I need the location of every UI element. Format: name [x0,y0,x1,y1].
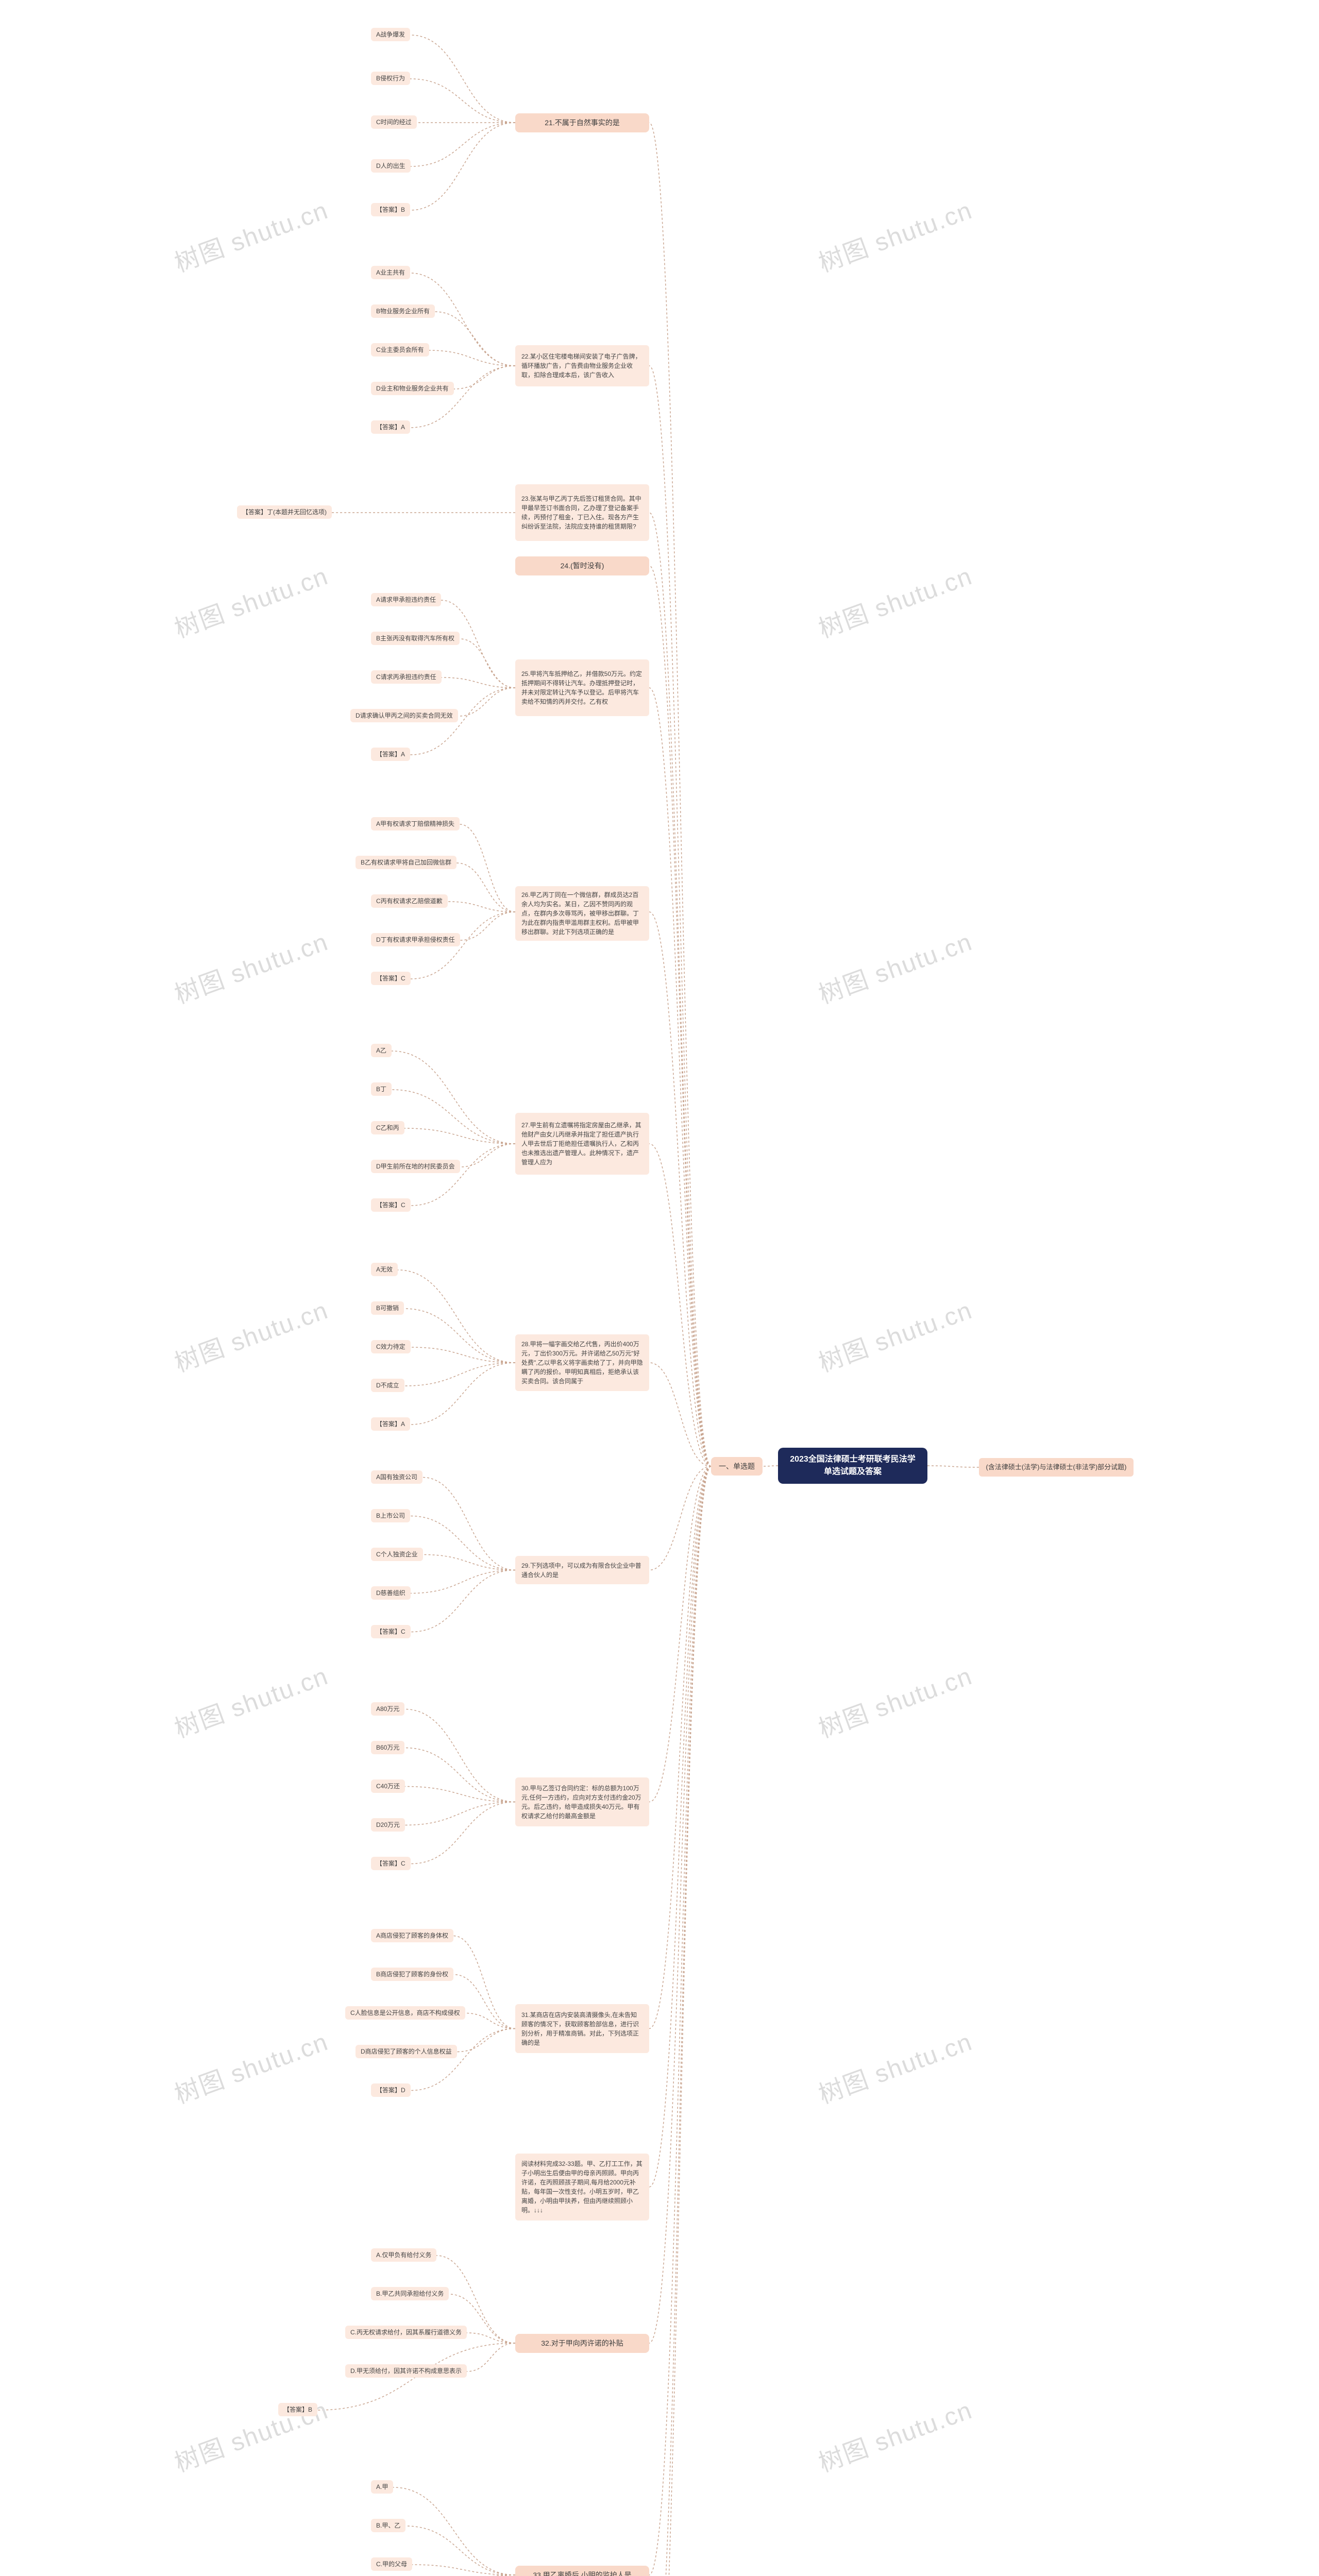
option-leaf[interactable]: D不成立 [371,1379,404,1392]
option-leaf[interactable]: B商店侵犯了顾客的身份权 [371,1968,453,1981]
option-leaf[interactable]: D.甲无须给付，因其许诺不构成意思表示 [345,2364,467,2378]
question-node[interactable]: 30.甲与乙签订合同约定：标的总额为100万元,任何一方违约，应向对方支付违约金… [515,1777,649,1826]
option-leaf[interactable]: D业主和物业服务企业共有 [371,382,454,395]
option-leaf[interactable]: B主张丙没有取得汽车所有权 [371,632,460,645]
option-leaf[interactable]: A商店侵犯了顾客的身体权 [371,1929,453,1942]
option-leaf[interactable]: 【答案】C [371,1198,411,1212]
option-leaf[interactable]: C效力待定 [371,1340,411,1353]
option-leaf[interactable]: C业主委员会所有 [371,343,429,357]
option-leaf[interactable]: A战争爆发 [371,28,410,41]
watermark: 树图 shutu.cn [168,556,332,645]
question-node[interactable]: 31.某商店在店内安装高清摄像头,在未告知顾客的情况下，获取顾客脸部信息，进行识… [515,2004,649,2053]
option-leaf[interactable]: A.甲 [371,2480,393,2494]
option-leaf[interactable]: B60万元 [371,1741,404,1754]
option-leaf[interactable]: 【答案】C [371,1625,411,1638]
watermark: 树图 shutu.cn [813,556,976,645]
section-single-choice[interactable]: 一、单选题 [711,1457,763,1476]
question-node[interactable]: 22.某小区住宅楼电梯间安装了电子广告牌，循环播放广告，广告费由物业服务企业收取… [515,345,649,386]
option-leaf[interactable]: A请求甲承担违约责任 [371,593,441,606]
option-leaf[interactable]: 【答案】B [278,2403,317,2416]
option-leaf[interactable]: C丙有权请求乙赔偿道歉 [371,894,448,908]
option-leaf[interactable]: B侵权行为 [371,72,410,85]
question-node[interactable]: 32.对于甲向丙许诺的补贴 [515,2334,649,2353]
option-leaf[interactable]: D商店侵犯了顾客的个人信息权益 [356,2045,457,2058]
option-leaf[interactable]: D慈善组织 [371,1586,411,1600]
option-leaf[interactable]: B乙有权请求甲将自己加回微信群 [356,856,456,869]
option-leaf[interactable]: C乙和丙 [371,1121,404,1134]
connectors-svg [0,0,1319,2576]
question-node[interactable]: 21.不属于自然事实的是 [515,113,649,132]
option-leaf[interactable]: B上市公司 [371,1509,410,1522]
option-leaf[interactable]: C.甲的父母 [371,2557,412,2571]
watermark: 树图 shutu.cn [813,1656,976,1745]
watermark: 树图 shutu.cn [168,1656,332,1745]
option-leaf[interactable]: A无效 [371,1263,398,1276]
question-node[interactable]: 阅读材料完成32-33题。甲、乙打工工作，其子小明出生后便由甲的母亲丙照顾。甲向… [515,2154,649,2221]
option-leaf[interactable]: 【答案】C [371,972,411,985]
option-leaf[interactable]: C个人独资企业 [371,1548,423,1561]
watermark: 树图 shutu.cn [813,1290,976,1379]
watermark: 树图 shutu.cn [813,190,976,279]
question-node[interactable]: 23.张某与甲乙丙丁先后签订租赁合同。其中甲最早签订书面合同，乙办理了登记备案手… [515,484,649,541]
option-leaf[interactable]: D人的出生 [371,159,411,173]
question-node[interactable]: 25.甲将汽车抵押给乙，并借款50万元。约定抵押期间不得转让汽车。办理抵押登记时… [515,659,649,716]
option-leaf[interactable]: 【答案】A [371,748,410,761]
watermark: 树图 shutu.cn [168,922,332,1011]
option-leaf[interactable]: A业主共有 [371,266,410,279]
option-leaf[interactable]: A.仅甲负有给付义务 [371,2248,436,2262]
option-leaf[interactable]: D甲生前所在地的村民委员会 [371,1160,460,1173]
option-leaf[interactable]: 【答案】A [371,420,410,434]
option-leaf[interactable]: B丁 [371,1082,392,1096]
option-leaf[interactable]: 【答案】B [371,203,410,216]
option-leaf[interactable]: A80万元 [371,1702,404,1716]
option-leaf[interactable]: C.丙无权请求给付，因其系履行道德义务 [345,2326,467,2339]
watermark: 树图 shutu.cn [813,2022,976,2111]
option-leaf[interactable]: C请求丙承担违约责任 [371,670,442,684]
question-node[interactable]: 26.甲乙丙丁同在一个微信群，群成员达2百余人均为实名。某日，乙因不赞同丙的观点… [515,886,649,941]
question-node[interactable]: 27.甲生前有立遗嘱将指定房屋由乙继承，其他财产由女儿丙继承并指定了担任遗产执行… [515,1113,649,1175]
option-leaf[interactable]: 【答案】C [371,1857,411,1870]
watermark: 树图 shutu.cn [168,190,332,279]
question-node[interactable]: 28.甲将一幅字画交给乙代售，丙出价400万元，丁出价300万元。并许诺给乙50… [515,1334,649,1391]
watermark: 树图 shutu.cn [168,2022,332,2111]
watermark: 树图 shutu.cn [168,1290,332,1379]
option-leaf[interactable]: 【答案】D [371,2083,411,2097]
option-leaf[interactable]: B.甲乙共同承担给付义务 [371,2287,449,2300]
watermark: 树图 shutu.cn [813,2390,976,2479]
option-leaf[interactable]: B.甲、乙 [371,2519,405,2532]
option-leaf[interactable]: A甲有权请求丁赔偿精神损失 [371,817,460,831]
question-node[interactable]: 29.下列选项中，可以成为有限合伙企业中普通合伙人的是 [515,1556,649,1584]
root-node[interactable]: 2023全国法律硕士考研联考民法学单选试题及答案 [778,1448,927,1484]
option-leaf[interactable]: C40万还 [371,1780,405,1793]
option-leaf[interactable]: C时间的经过 [371,115,417,129]
watermark: 树图 shutu.cn [813,922,976,1011]
option-leaf[interactable]: D丁有权请求甲承担侵权责任 [371,933,460,946]
option-leaf[interactable]: A乙 [371,1044,392,1057]
option-leaf[interactable]: B物业服务企业所有 [371,304,435,318]
option-leaf[interactable]: B可撤销 [371,1301,404,1315]
question-node[interactable]: 33.甲乙离婚后,小明的监护人是 [515,2566,649,2576]
option-leaf[interactable]: 【答案】A [371,1417,410,1431]
question-node[interactable]: 24.(暂时没有) [515,556,649,575]
option-leaf[interactable]: C人脸信息是公开信息，商店不构成侵权 [345,2006,465,2020]
option-leaf[interactable]: D请求确认甲丙之间的买卖合同无效 [350,709,458,722]
option-leaf[interactable]: D20万元 [371,1818,405,1832]
option-leaf[interactable]: A国有独资公司 [371,1470,422,1484]
option-leaf[interactable]: 【答案】丁(本题并无回忆选项) [237,505,332,519]
note-right[interactable]: (含法律硕士(法学)与法律硕士(非法学)部分试题) [979,1458,1134,1477]
